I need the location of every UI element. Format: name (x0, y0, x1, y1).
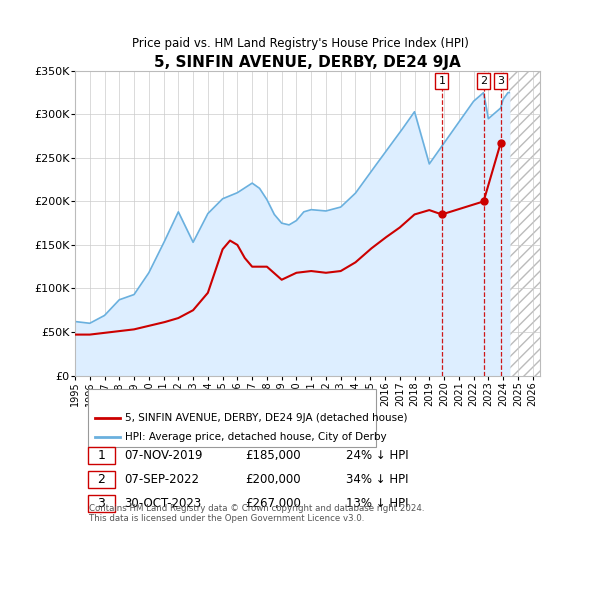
Text: £200,000: £200,000 (245, 473, 301, 486)
FancyBboxPatch shape (88, 494, 115, 512)
Bar (509, 71, 540, 375)
Text: 3: 3 (97, 497, 105, 510)
Text: 07-NOV-2019: 07-NOV-2019 (125, 449, 203, 462)
Text: 34% ↓ HPI: 34% ↓ HPI (346, 473, 409, 486)
Text: HPI: Average price, detached house, City of Derby: HPI: Average price, detached house, City… (125, 432, 386, 441)
Text: £185,000: £185,000 (245, 449, 301, 462)
Text: Contains HM Land Registry data © Crown copyright and database right 2024.
This d: Contains HM Land Registry data © Crown c… (89, 503, 424, 523)
Text: 3: 3 (497, 76, 504, 86)
Bar (509, 71, 540, 375)
Text: 2: 2 (97, 473, 105, 486)
Text: Price paid vs. HM Land Registry's House Price Index (HPI): Price paid vs. HM Land Registry's House … (131, 37, 469, 50)
Text: 5, SINFIN AVENUE, DERBY, DE24 9JA (detached house): 5, SINFIN AVENUE, DERBY, DE24 9JA (detac… (125, 414, 407, 424)
Text: 1: 1 (439, 76, 445, 86)
Text: 30-OCT-2023: 30-OCT-2023 (125, 497, 202, 510)
Title: 5, SINFIN AVENUE, DERBY, DE24 9JA: 5, SINFIN AVENUE, DERBY, DE24 9JA (154, 55, 461, 70)
Text: 24% ↓ HPI: 24% ↓ HPI (346, 449, 409, 462)
Text: 2: 2 (480, 76, 487, 86)
FancyBboxPatch shape (88, 389, 376, 447)
FancyBboxPatch shape (88, 471, 115, 488)
Text: 1: 1 (97, 449, 105, 462)
Text: 07-SEP-2022: 07-SEP-2022 (125, 473, 200, 486)
Text: 13% ↓ HPI: 13% ↓ HPI (346, 497, 409, 510)
FancyBboxPatch shape (88, 447, 115, 464)
Text: £267,000: £267,000 (245, 497, 301, 510)
